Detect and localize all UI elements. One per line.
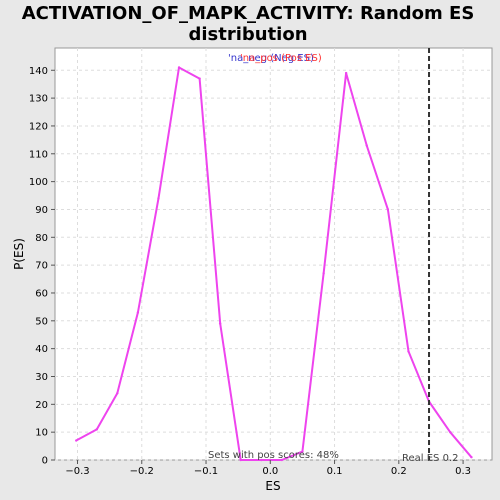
y-tick-label: 30 (35, 372, 48, 383)
x-tick-label: 0.0 (262, 466, 278, 477)
y-tick-label: 70 (35, 261, 48, 272)
y-tick-label: 80 (35, 233, 48, 244)
legend-entry-neg: 'na_neg (Neg ES) (228, 53, 314, 64)
data-point (322, 272, 325, 275)
data-point (260, 458, 263, 462)
plot-area (54, 47, 493, 461)
chart-title-line1: ACTIVATION_OF_MAPK_ACTIVITY: Random ES (22, 3, 475, 24)
y-tick-label: 50 (35, 316, 48, 327)
y-tick-label: 40 (35, 344, 48, 355)
x-tick-label: 0.1 (327, 466, 343, 477)
legend: 'na_neg (Neg ES) 'na_pos (Pos ES) (228, 53, 322, 64)
pos-scores-annotation: Sets with pos scores: 48% (208, 450, 339, 461)
data-point (75, 439, 78, 442)
y-tick-label: 140 (29, 66, 48, 77)
data-point (365, 144, 368, 147)
y-axis-label: P(ES) (12, 238, 26, 270)
data-point (301, 450, 304, 453)
data-point (344, 71, 348, 75)
y-tick-label: 130 (29, 94, 48, 105)
data-point (95, 428, 98, 431)
data-point (239, 458, 242, 462)
y-tick-label: 10 (35, 428, 48, 439)
data-point (136, 311, 140, 314)
y-tick-label: 90 (35, 205, 48, 216)
x-tick-label: 0.2 (391, 466, 407, 477)
data-point (280, 458, 284, 462)
y-tick-label: 100 (29, 177, 48, 188)
x-tick-label: −0.1 (194, 466, 218, 477)
data-point (386, 208, 390, 211)
real-es-annotation: Real ES 0.2 (402, 453, 458, 464)
data-point (177, 66, 181, 69)
data-point (449, 430, 452, 434)
legend-entry-pos: 'na_pos (Pos ES) (240, 53, 322, 64)
data-point (157, 197, 160, 200)
axes: −0.3 −0.2 −0.1 0.0 0.1 0.2 0.3 0 10 20 30 40 50 60 70 8… (29, 66, 471, 477)
y-tick-label: 20 (35, 400, 48, 411)
chart-title-line2: distribution (188, 24, 307, 45)
data-point (198, 77, 201, 80)
data-point (218, 322, 222, 325)
x-tick-label: −0.3 (65, 466, 89, 477)
data-point (407, 350, 410, 353)
x-tick-label: 0.3 (455, 466, 471, 477)
x-tick-label: −0.2 (130, 466, 154, 477)
data-point (470, 456, 473, 459)
x-axis-label: ES (265, 479, 280, 493)
y-tick-label: 0 (42, 456, 48, 467)
grid (55, 48, 492, 461)
y-tick-label: 110 (29, 149, 48, 160)
data-point (116, 391, 119, 395)
y-tick-label: 60 (35, 288, 48, 299)
distribution-line (75, 66, 473, 461)
y-tick-label: 120 (29, 121, 48, 132)
